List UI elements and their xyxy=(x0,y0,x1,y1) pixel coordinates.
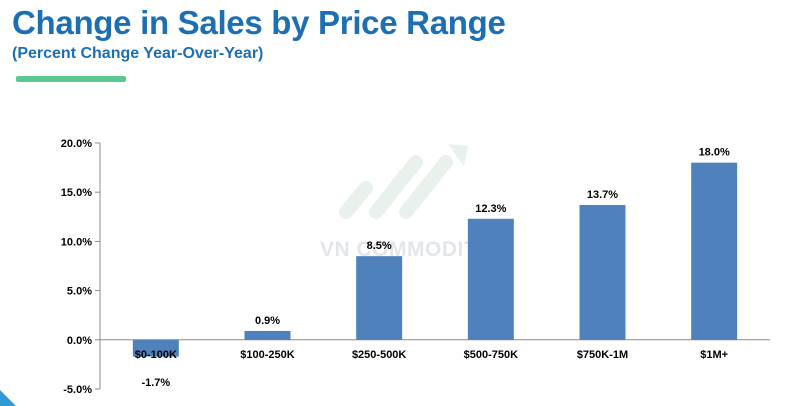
data-label: -1.7% xyxy=(141,377,170,389)
page-title: Change in Sales by Price Range xyxy=(12,4,506,41)
category-label: $500-750K xyxy=(464,349,518,361)
bar xyxy=(356,256,403,340)
watermark-text: VN COMMODITIES xyxy=(320,238,513,261)
y-tick-label: -5.0% xyxy=(63,384,92,396)
data-label: 12.3% xyxy=(475,203,506,215)
y-axis: 20.0% 15.0% 10.0% 5.0% 0.0% -5.0% xyxy=(61,138,101,396)
bar xyxy=(132,339,179,357)
y-tick-label: 15.0% xyxy=(61,187,92,199)
category-labels: $0-100K $100-250K $250-500K $500-750K $750K-… xyxy=(135,349,728,361)
y-tick-label: 0.0% xyxy=(67,335,92,347)
category-label: $100-250K xyxy=(240,349,294,361)
title-accent-bar xyxy=(16,76,126,82)
category-label: $1M+ xyxy=(700,349,728,361)
page-subtitle: (Percent Change Year-Over-Year) xyxy=(12,45,264,62)
y-tick-label: 20.0% xyxy=(61,138,92,150)
bar xyxy=(579,204,626,340)
data-label: 8.5% xyxy=(367,240,392,252)
data-label: 18.0% xyxy=(699,147,730,159)
y-tick-label: 5.0% xyxy=(67,286,92,298)
bar xyxy=(691,162,738,340)
category-label: $250-500K xyxy=(352,349,406,361)
category-label: $0-100K xyxy=(135,349,177,361)
data-labels: -1.7% 0.9% 8.5% 12.3% 13.7% 18.0% xyxy=(141,147,730,389)
corner-decoration xyxy=(0,390,16,406)
y-tick-label: 10.0% xyxy=(61,236,92,248)
bars xyxy=(132,162,738,357)
data-label: 0.9% xyxy=(255,315,280,327)
bar xyxy=(467,218,514,340)
data-label: 13.7% xyxy=(587,189,618,201)
category-label: $750K-1M xyxy=(577,349,628,361)
bar xyxy=(244,330,291,340)
